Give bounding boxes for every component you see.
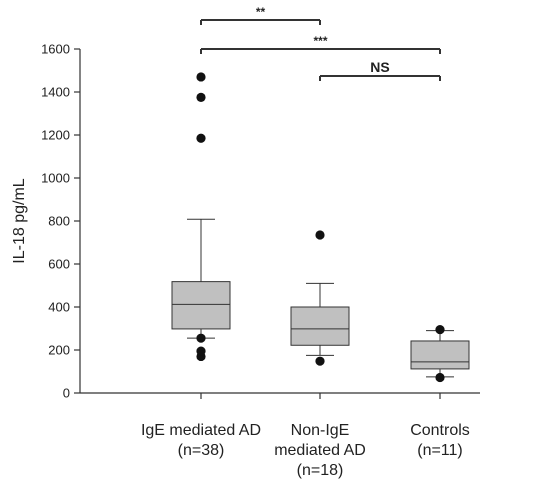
category-label: (n=38) (178, 442, 225, 459)
outlier-point (196, 92, 206, 102)
outlier-point (435, 372, 445, 383)
iqr-box (171, 281, 231, 330)
category-label: IgE mediated AD (141, 422, 261, 439)
category-label: (n=11) (417, 442, 463, 459)
iqr-box (410, 340, 470, 370)
outlier-point (196, 72, 206, 82)
outlier-point (435, 324, 445, 335)
significance-bracket: *** (200, 34, 441, 54)
outlier-point (196, 133, 206, 143)
category-label: (n=18) (297, 462, 344, 479)
category-label: Controls (410, 422, 470, 439)
iqr-box (290, 306, 350, 346)
y-axis-label: IL-18 pg/mL (11, 178, 28, 263)
outlier-point (315, 230, 325, 240)
significance-bracket: NS (319, 59, 441, 81)
outlier-point (196, 346, 206, 356)
y-tick-label: 0 (63, 386, 70, 401)
y-tick-label: 600 (48, 257, 70, 272)
significance-brackets: *****NS (200, 5, 441, 81)
y-tick-label: 1400 (41, 85, 70, 100)
y-tick-label: 200 (48, 343, 70, 358)
outlier-point (315, 356, 325, 366)
y-tick-label: 1200 (41, 128, 70, 143)
significance-bracket: ** (200, 5, 321, 25)
axes: 0 200 400 600 800 1000 1200 1400 1600 (41, 42, 480, 401)
category-label: Non-IgE (291, 422, 350, 439)
significance-label: ** (256, 5, 266, 19)
box-series (171, 72, 470, 383)
y-tick-label: 1600 (41, 42, 70, 57)
y-tick-label: 800 (48, 214, 70, 229)
box-group (410, 324, 470, 383)
box-group (171, 72, 231, 362)
significance-label: NS (370, 59, 389, 75)
y-tick-label: 400 (48, 300, 70, 315)
category-labels: IgE mediated AD (n=38) Non-IgE mediated AD (… (141, 422, 470, 479)
category-label: mediated AD (274, 442, 366, 459)
y-tick-label: 1000 (41, 171, 70, 186)
outlier-point (196, 333, 206, 343)
box-group (290, 230, 350, 366)
significance-label: *** (313, 34, 327, 48)
